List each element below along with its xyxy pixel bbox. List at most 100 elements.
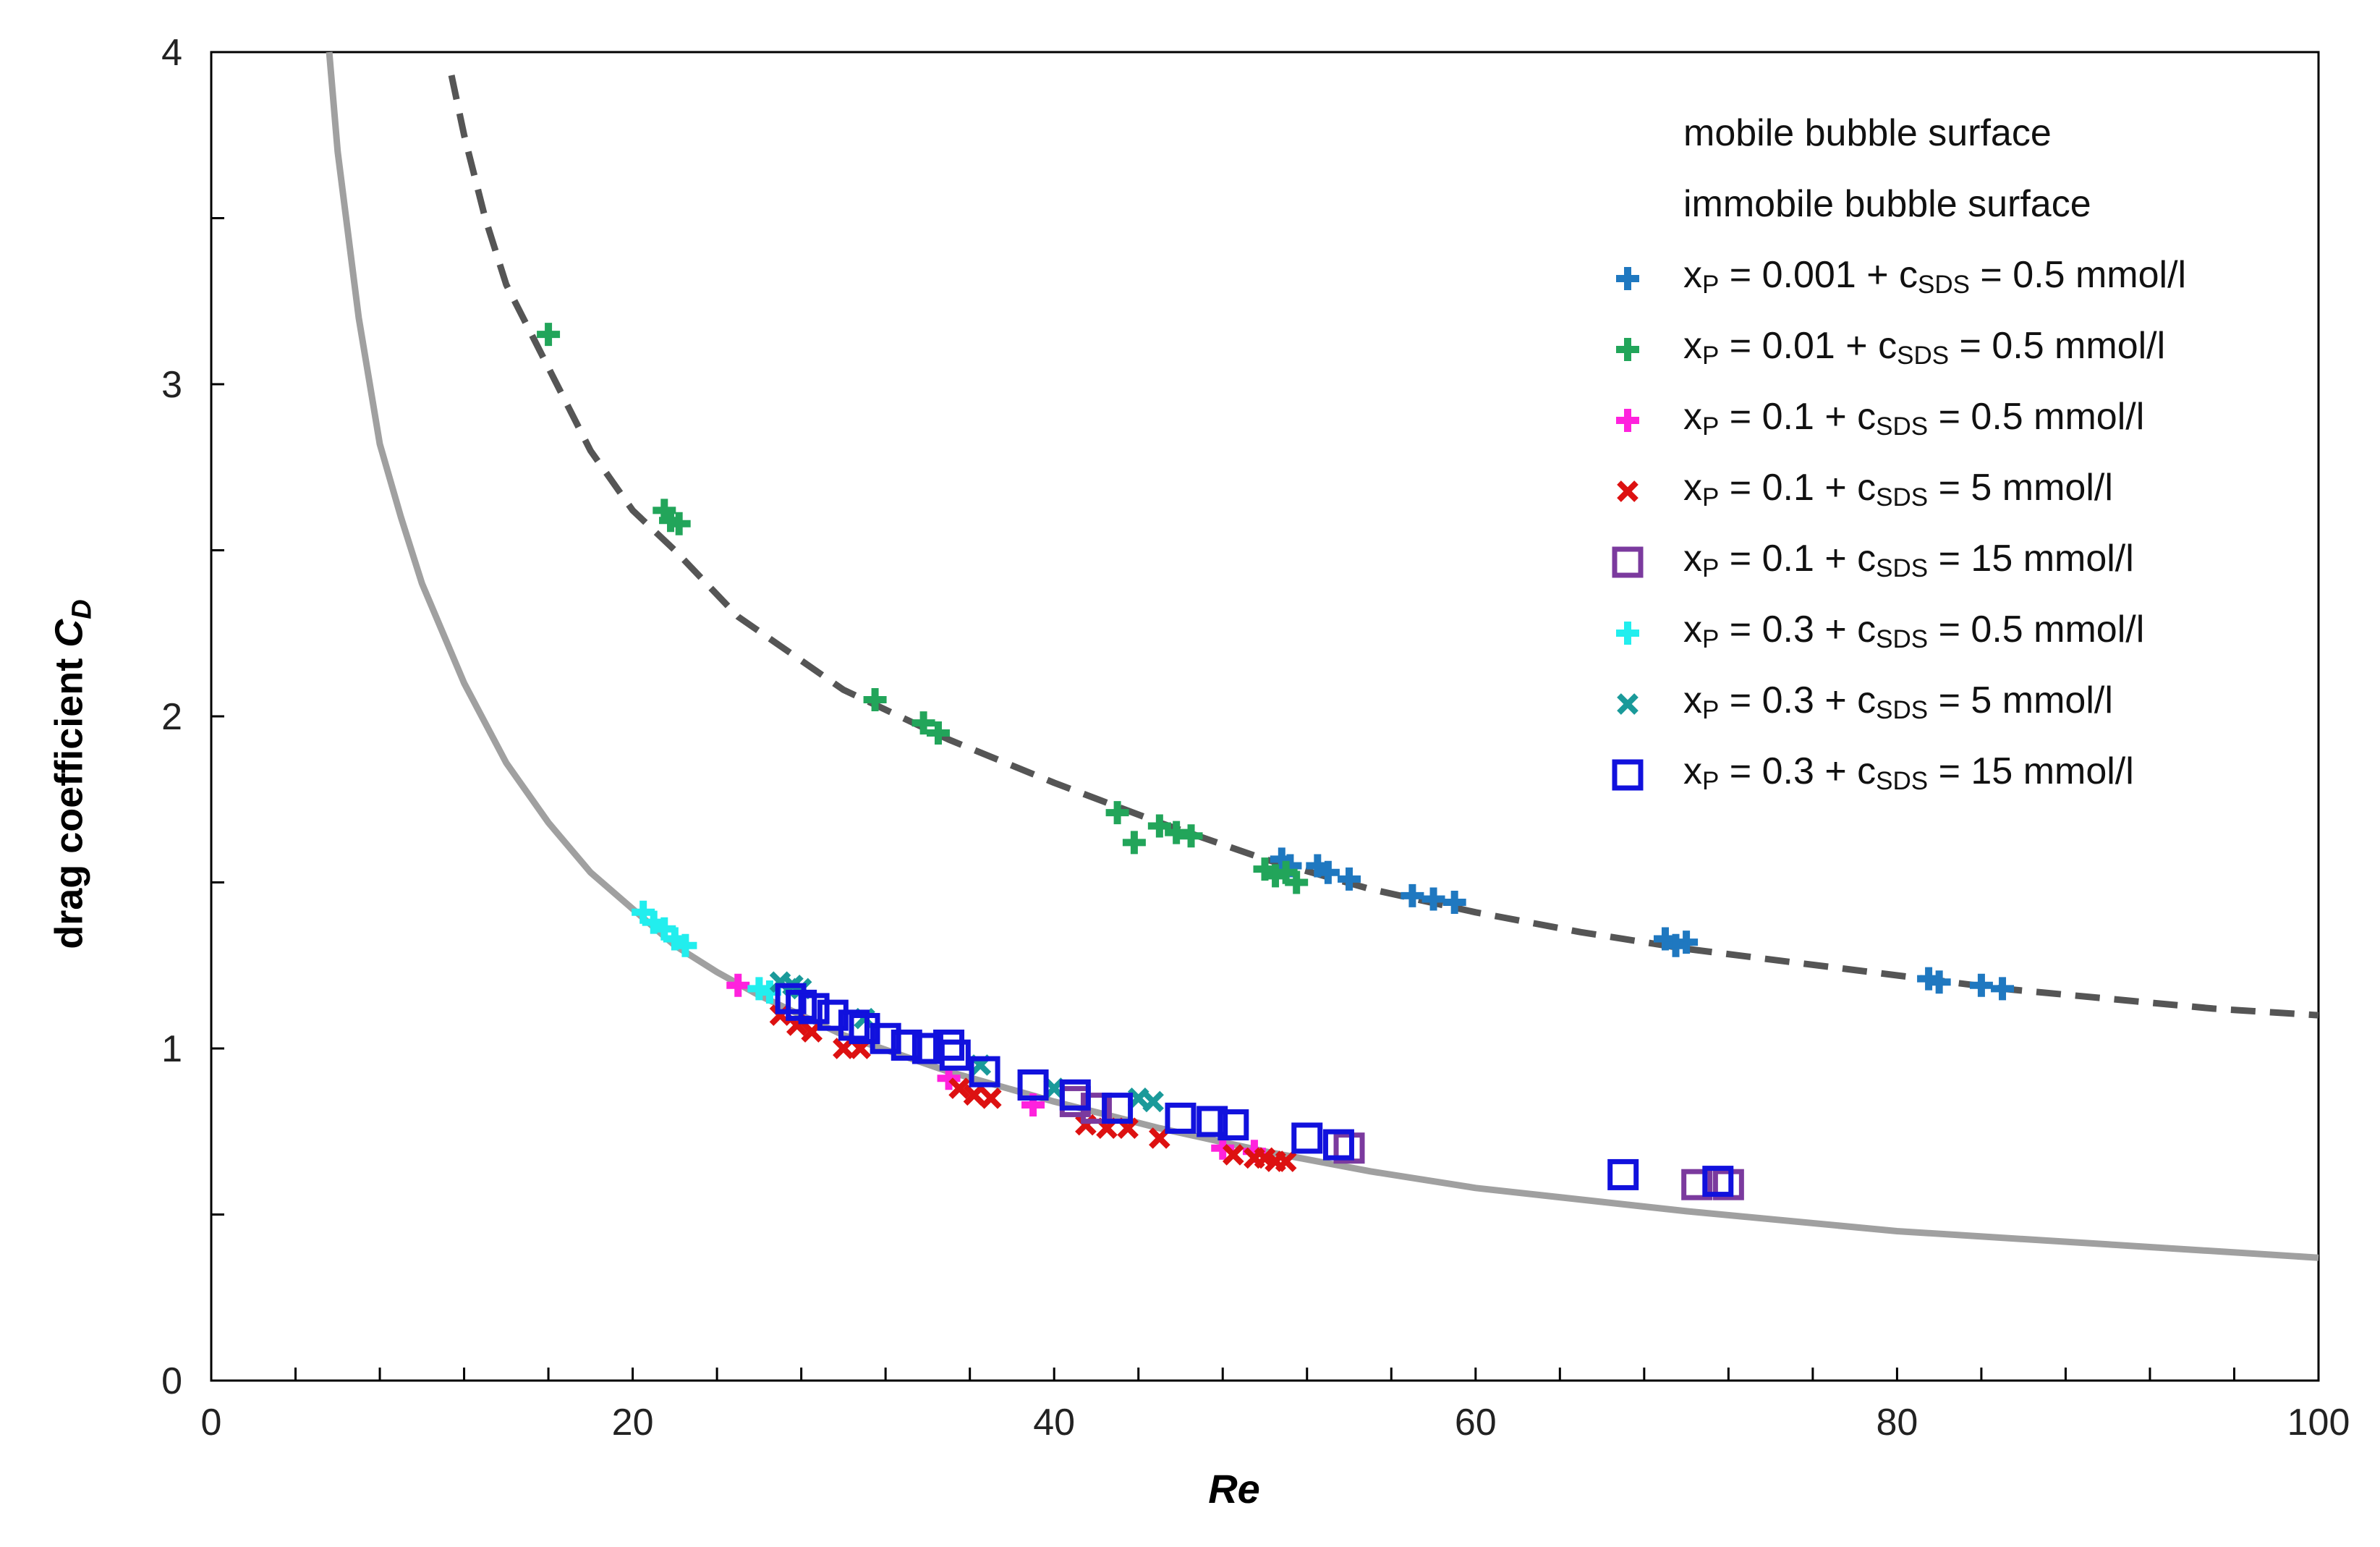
marker-box [1059, 1079, 1091, 1111]
data-point [979, 1088, 1002, 1109]
x-tick-label: 60 [1455, 1402, 1497, 1444]
y-tick-label: 0 [161, 1360, 182, 1402]
y-axis-label: drag coefficient CD [47, 599, 98, 949]
legend-marker [1616, 338, 1639, 361]
legend-label: mobile bubble surface [1683, 112, 2052, 154]
marker-box [817, 999, 849, 1031]
data-point [1664, 933, 1688, 957]
legend-item-mobile: mobile bubble surface [1570, 101, 2337, 172]
marker-stroke [1222, 1144, 1244, 1166]
legend-marker [1617, 480, 1639, 502]
marker-box [1017, 1069, 1049, 1101]
marker-stroke [1117, 1117, 1139, 1139]
marker-box [891, 1029, 922, 1061]
axes-layer [210, 51, 2320, 1382]
marker-stroke [1617, 480, 1639, 502]
data-point [1322, 1129, 1354, 1161]
legend-label: xP = 0.1 + cSDS = 5 mmol/l [1683, 467, 2113, 512]
marker-stroke [1617, 693, 1639, 715]
legend-marker-icon [1617, 693, 1639, 715]
legend-marker [1616, 267, 1639, 290]
marker-stroke [979, 1088, 1002, 1109]
data-point [1285, 870, 1309, 894]
marker-box [849, 1012, 880, 1044]
data-point [537, 323, 561, 347]
data-point [849, 1012, 880, 1044]
data-point [1401, 883, 1424, 907]
data-point [1165, 1102, 1197, 1134]
data-point [1607, 1158, 1639, 1190]
data-point [891, 1029, 922, 1061]
marker-box [1165, 1102, 1197, 1134]
marker-stroke [948, 1077, 970, 1099]
data-point [1217, 1109, 1249, 1141]
data-point [1059, 1079, 1091, 1111]
data-point [1017, 1069, 1049, 1101]
data-point [673, 933, 697, 957]
legend-marker-icon [1617, 480, 1639, 502]
data-point [1197, 1106, 1228, 1137]
data-point [1991, 977, 2015, 1001]
points-layer [537, 323, 2015, 1200]
data-point [969, 1056, 1000, 1088]
data-point [1222, 1144, 1244, 1166]
marker-box [1217, 1109, 1249, 1141]
y-tick-label: 3 [161, 364, 182, 406]
data-point [933, 1029, 965, 1061]
marker-box [1681, 1169, 1713, 1200]
legend-item-series: xP = 0.1 + cSDS = 5 mmol/l [1570, 456, 2337, 527]
legend-item-series: xP = 0.3 + cSDS = 15 mmol/l [1570, 739, 2337, 810]
legend-label: xP = 0.3 + cSDS = 0.5 mmol/l [1683, 609, 2145, 653]
legend: mobile bubble surface immobile bubble su… [1570, 101, 2337, 810]
legend-marker-icon [1612, 546, 1644, 578]
x-tick-label: 100 [2287, 1402, 2350, 1444]
tick-labels-layer: 0 20 40 60 80 100 0 1 2 3 4 [161, 32, 2350, 1444]
legend-marker [1612, 546, 1644, 578]
legend-item-series: xP = 0.001 + cSDS = 0.5 mmol/l [1570, 243, 2337, 314]
legend-marker [1617, 693, 1639, 715]
data-point [1102, 1093, 1134, 1124]
data-point [798, 993, 830, 1025]
immobile-curve-line [448, 75, 2319, 1019]
x-tick-label: 80 [1876, 1402, 1918, 1444]
data-point [863, 688, 887, 712]
marker-box [1702, 1166, 1734, 1198]
data-point [1702, 1166, 1734, 1198]
legend-item-series: xP = 0.1 + cSDS = 0.5 mmol/l [1570, 385, 2337, 456]
marker-box [870, 1022, 901, 1054]
x-tick-label: 20 [612, 1402, 654, 1444]
marker-box [798, 993, 830, 1025]
data-point [1142, 1090, 1164, 1113]
y-tick-label: 2 [161, 696, 182, 738]
data-point [1291, 1122, 1323, 1154]
data-point [911, 711, 935, 735]
marker-box [1197, 1106, 1228, 1137]
legend-marker [1612, 759, 1644, 791]
data-point [1122, 831, 1146, 855]
data-point [948, 1077, 970, 1099]
legend-label: xP = 0.1 + cSDS = 0.5 mmol/l [1683, 396, 2145, 441]
marker-box [1322, 1129, 1354, 1161]
data-point [1275, 1150, 1297, 1172]
legend-marker [1616, 622, 1639, 645]
legend-item-immobile: immobile bubble surface [1570, 172, 2337, 243]
marker-stroke [1275, 1150, 1297, 1172]
legend-marker [1616, 409, 1639, 432]
data-point [726, 973, 750, 997]
marker-box [1612, 546, 1644, 578]
data-point [1179, 824, 1203, 848]
marker-box [933, 1029, 965, 1061]
legend-label: immobile bubble surface [1683, 183, 2091, 225]
legend-item-series: xP = 0.3 + cSDS = 0.5 mmol/l [1570, 598, 2337, 669]
y-tick-label: 4 [161, 32, 182, 74]
marker-box [1607, 1158, 1639, 1190]
marker-stroke [1254, 1147, 1276, 1169]
data-point [1105, 801, 1129, 825]
legend-item-series: xP = 0.3 + cSDS = 5 mmol/l [1570, 669, 2337, 739]
data-point [1338, 867, 1361, 891]
legend-marker-icon [1616, 267, 1639, 290]
x-tick-label: 40 [1033, 1402, 1075, 1444]
legend-label: xP = 0.001 + cSDS = 0.5 mmol/l [1683, 254, 2187, 299]
data-point [1969, 973, 1993, 997]
